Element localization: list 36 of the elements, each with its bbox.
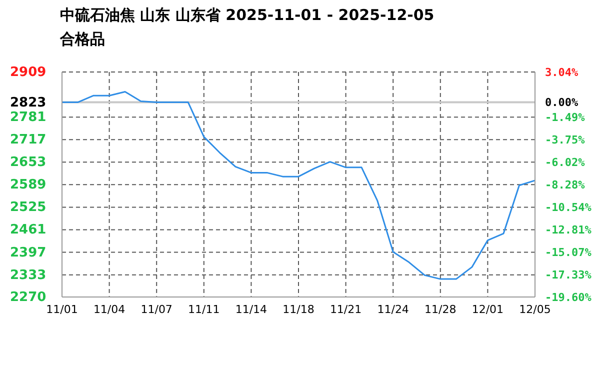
- chart-title: 中硫石油焦 山东 山东省 2025-11-01 - 2025-12-05: [60, 6, 434, 25]
- y-tick-label: 2653: [10, 155, 46, 170]
- x-tick-label: 11/28: [424, 302, 456, 316]
- x-tick-label: 11/01: [46, 302, 78, 316]
- x-tick-label: 12/05: [519, 302, 551, 316]
- line-series: [61, 90, 536, 280]
- x-tick-label: 11/18: [282, 302, 314, 316]
- x-tick-label: 11/14: [235, 302, 268, 316]
- y-tick-label: 2333: [10, 268, 46, 283]
- y-tick-label: 2909: [10, 65, 46, 80]
- y-tick-label: 2270: [10, 290, 46, 305]
- x-tick-label: 11/24: [377, 302, 409, 316]
- x-tick-label: 11/11: [188, 302, 220, 316]
- y-tick-label: 2461: [10, 222, 46, 238]
- y2-tick-label: -15.07%: [545, 246, 592, 259]
- y2-tick-label: -1.49%: [545, 111, 586, 124]
- y2-tick-label: 3.04%: [545, 66, 578, 79]
- y2-tick-label: -10.54%: [545, 200, 592, 214]
- chart-subtitle: 合格品: [60, 30, 105, 49]
- y2-tick-label: -8.28%: [545, 178, 586, 192]
- y2-tick-label: -3.75%: [545, 133, 586, 146]
- y-tick-label: 2781: [10, 110, 46, 126]
- y-tick-label: 2717: [10, 132, 46, 148]
- y-tick-label: 2589: [10, 178, 46, 193]
- x-tick-label: 11/21: [330, 302, 362, 316]
- y-tick-label: 2823: [10, 95, 46, 110]
- y2-tick-label: -6.02%: [545, 156, 586, 170]
- x-tick-label: 11/07: [140, 302, 172, 316]
- y2-tick-label: 0.00%: [545, 96, 578, 110]
- y-tick-label: 2397: [10, 245, 46, 260]
- x-tick-label: 11/04: [93, 302, 126, 316]
- y2-tick-label: -12.81%: [545, 224, 592, 237]
- y2-tick-label: -19.60%: [545, 291, 592, 304]
- y2-tick-label: -17.33%: [545, 268, 592, 282]
- x-tick-label: 12/01: [472, 302, 504, 316]
- y-tick-label: 2525: [10, 200, 46, 216]
